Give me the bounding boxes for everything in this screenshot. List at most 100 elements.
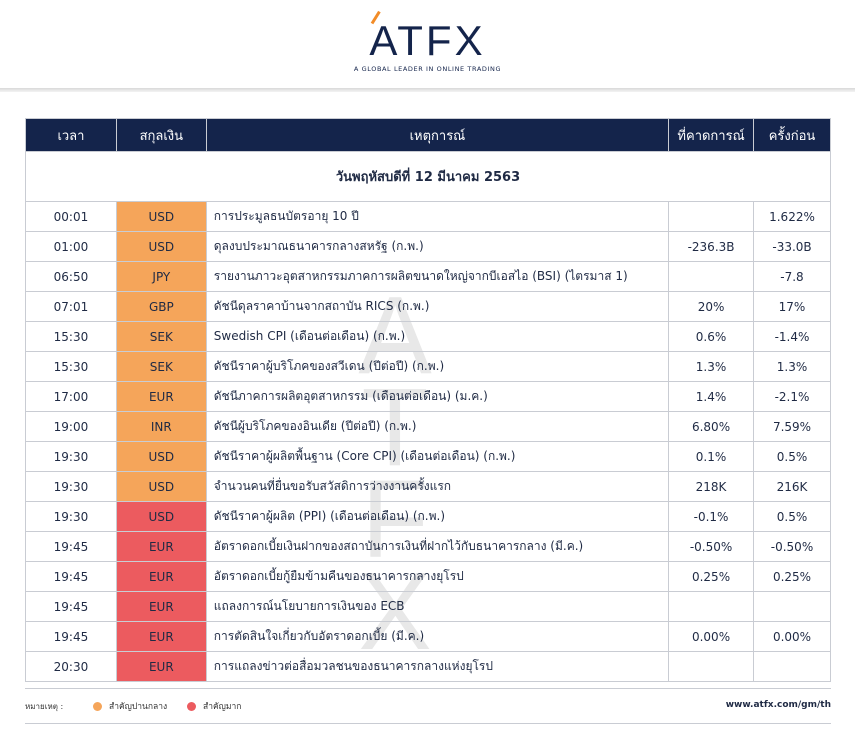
forecast-cell: 1.3% [668, 351, 754, 382]
table-row: 19:45 EUR การตัดสินใจเกี่ยวกับอัตราดอกเบี้… [25, 621, 831, 652]
forecast-cell: 6.80% [668, 411, 754, 442]
legend-high: สำคัญมาก [187, 699, 241, 713]
previous-cell: -1.4% [753, 321, 831, 352]
forecast-cell: -0.50% [668, 531, 754, 562]
time-cell: 06:50 [25, 261, 117, 292]
time-cell: 00:01 [25, 201, 117, 232]
legend-high-label: สำคัญมาก [203, 702, 242, 712]
header-currency: สกุลเงิน [115, 118, 207, 152]
event-cell: Swedish CPI (เดือนต่อเดือน) (ก.พ.) [205, 321, 670, 352]
currency-cell: USD [115, 201, 207, 232]
date-row: วันพฤหัสบดีที่ 12 มีนาคม 2563 [25, 151, 831, 202]
table-row: 19:30 USD ดัชนีราคาผู้ผลิตพื้นฐาน (Core CP… [25, 441, 831, 472]
table-row: 15:30 SEK Swedish CPI (เดือนต่อเดือน) (ก.พ… [25, 321, 831, 352]
header-forecast: ที่คาดการณ์ [668, 118, 754, 152]
legend-medium-label: สำคัญปานกลาง [109, 702, 168, 712]
time-cell: 19:45 [25, 621, 117, 652]
forecast-cell: 218K [668, 471, 754, 502]
forecast-cell: 20% [668, 291, 754, 322]
website-url: www.atfx.com/gm/th [725, 700, 831, 710]
currency-cell: EUR [115, 531, 207, 562]
currency-cell: EUR [115, 561, 207, 592]
table-row: 20:30 EUR การแถลงข่าวต่อสื่อมวลชนของธนาคาร… [25, 651, 831, 682]
header-previous: ครั้งก่อน [753, 118, 831, 152]
time-cell: 19:45 [25, 561, 117, 592]
forecast-cell: 0.1% [668, 441, 754, 472]
logo-text: ATFX [369, 17, 486, 64]
previous-cell [753, 591, 831, 622]
time-cell: 15:30 [25, 321, 117, 352]
currency-cell: SEK [115, 351, 207, 382]
previous-cell [753, 651, 831, 682]
previous-cell: 17% [753, 291, 831, 322]
event-cell: อัตราดอกเบี้ยเงินฝากของสถาบันการเงินที่ฝ… [205, 531, 670, 562]
currency-cell: EUR [115, 381, 207, 412]
currency-cell: INR [115, 411, 207, 442]
time-cell: 19:30 [25, 441, 117, 472]
time-cell: 19:00 [25, 411, 117, 442]
table-row: 19:45 EUR แถลงการณ์นโยบายการเงินของ ECB [25, 591, 831, 622]
event-cell: ดัชนีผู้บริโภคของอินเดีย (ปีต่อปี) (ก.พ.… [205, 411, 670, 442]
header-event: เหตุการณ์ [205, 118, 670, 152]
time-cell: 19:30 [25, 471, 117, 502]
table-row: 01:00 USD ดุลงบประมาณธนาคารกลางสหรัฐ (ก.พ.… [25, 231, 831, 262]
event-cell: ดัชนีราคาผู้ผลิตพื้นฐาน (Core CPI) (เดือ… [205, 441, 670, 472]
time-cell: 15:30 [25, 351, 117, 382]
previous-cell: -0.50% [753, 531, 831, 562]
table-row: 17:00 EUR ดัชนีภาคการผลิตอุตสาหกรรม (เดือน… [25, 381, 831, 412]
forecast-cell: -0.1% [668, 501, 754, 532]
event-cell: ดัชนีราคาผู้ผลิต (PPI) (เดือนต่อเดือน) (… [205, 501, 670, 532]
event-cell: อัตราดอกเบี้ยกู้ยืมข้ามคืนของธนาคารกลางย… [205, 561, 670, 592]
event-cell: การตัดสินใจเกี่ยวกับอัตราดอกเบี้ย (มี.ค.… [205, 621, 670, 652]
table-header-row: เวลา สกุลเงิน เหตุการณ์ ที่คาดการณ์ ครั้… [25, 118, 831, 152]
economic-calendar-table: เวลา สกุลเงิน เหตุการณ์ ที่คาดการณ์ ครั้… [25, 118, 831, 682]
currency-cell: USD [115, 441, 207, 472]
time-cell: 19:45 [25, 531, 117, 562]
currency-cell: USD [115, 231, 207, 262]
legend-footer: หมายเหตุ : สำคัญปานกลาง สำคัญมาก www.atf… [25, 688, 831, 724]
currency-cell: EUR [115, 651, 207, 682]
previous-cell: 7.59% [753, 411, 831, 442]
time-cell: 01:00 [25, 231, 117, 262]
currency-cell: USD [115, 471, 207, 502]
event-cell: ดุลงบประมาณธนาคารกลางสหรัฐ (ก.พ.) [205, 231, 670, 262]
previous-cell: -7.8 [753, 261, 831, 292]
forecast-cell [668, 201, 754, 232]
legend-medium: สำคัญปานกลาง [93, 699, 167, 713]
header-time: เวลา [25, 118, 117, 152]
event-cell: ดัชนีภาคการผลิตอุตสาหกรรม (เดือนต่อเดือน… [205, 381, 670, 412]
legend-title: หมายเหตุ : [25, 702, 64, 711]
previous-cell: -33.0B [753, 231, 831, 262]
time-cell: 20:30 [25, 651, 117, 682]
previous-cell: 1.3% [753, 351, 831, 382]
event-cell: ดัชนีดุลราคาบ้านจากสถาบัน RICS (ก.พ.) [205, 291, 670, 322]
forecast-cell [668, 261, 754, 292]
header-divider [0, 88, 855, 92]
table-row: 06:50 JPY รายงานภาวะอุตสาหกรรมภาคการผลิตขน… [25, 261, 831, 292]
forecast-cell [668, 591, 754, 622]
time-cell: 19:45 [25, 591, 117, 622]
time-cell: 19:30 [25, 501, 117, 532]
atfx-logo: ATFX A GLOBAL LEADER IN ONLINE TRADING [0, 10, 855, 73]
previous-cell: 0.00% [753, 621, 831, 652]
previous-cell: 0.5% [753, 501, 831, 532]
previous-cell: 216K [753, 471, 831, 502]
forecast-cell: 0.6% [668, 321, 754, 352]
event-cell: ดัชนีราคาผู้บริโภคของสวีเดน (ปีต่อปี) (ก… [205, 351, 670, 382]
event-cell: จำนวนคนที่ยื่นขอรับสวัสดิการว่างงานครั้ง… [205, 471, 670, 502]
high-importance-dot [187, 701, 196, 711]
event-cell: การประมูลธนบัตรอายุ 10 ปี [205, 201, 670, 232]
currency-cell: EUR [115, 621, 207, 652]
time-cell: 07:01 [25, 291, 117, 322]
currency-cell: GBP [115, 291, 207, 322]
logo-tagline: A GLOBAL LEADER IN ONLINE TRADING [353, 65, 502, 73]
currency-cell: EUR [115, 591, 207, 622]
forecast-cell: -236.3B [668, 231, 754, 262]
event-cell: แถลงการณ์นโยบายการเงินของ ECB [205, 591, 670, 622]
forecast-cell [668, 651, 754, 682]
currency-cell: USD [115, 501, 207, 532]
event-cell: รายงานภาวะอุตสาหกรรมภาคการผลิตขนาดใหญ่จา… [205, 261, 670, 292]
table-row: 00:01 USD การประมูลธนบัตรอายุ 10 ปี 1.622% [25, 201, 831, 232]
forecast-cell: 0.25% [668, 561, 754, 592]
forecast-cell: 1.4% [668, 381, 754, 412]
